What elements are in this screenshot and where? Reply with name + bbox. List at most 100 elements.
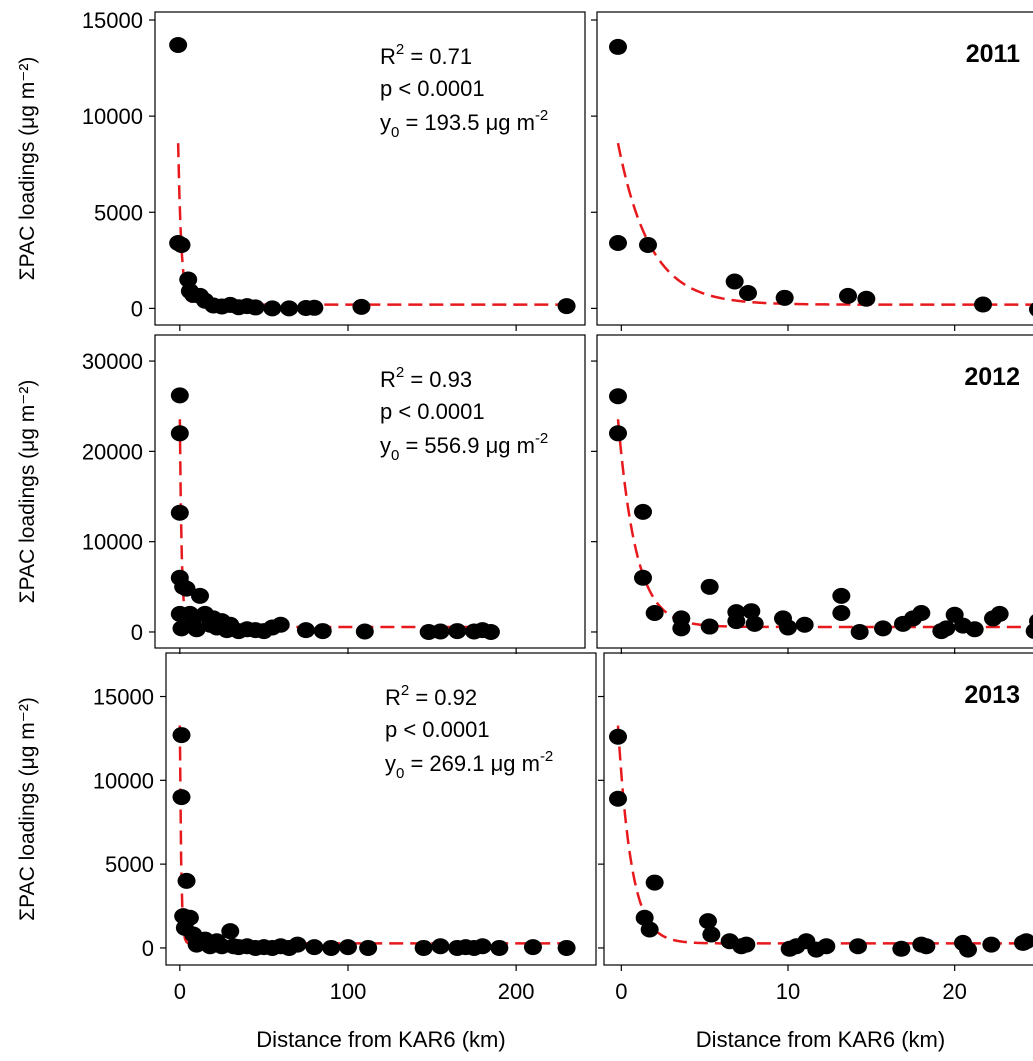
data-point <box>725 273 744 290</box>
data-point <box>965 621 984 638</box>
data-point <box>645 874 664 891</box>
data-point <box>982 936 1001 953</box>
data-point <box>609 235 627 252</box>
panel-frame <box>154 334 586 649</box>
data-point <box>296 622 315 639</box>
y-axis-label: ΣPAC loadings (μg m⁻²) <box>16 697 39 921</box>
data-point <box>305 299 324 316</box>
data-point <box>700 578 719 595</box>
y-tick-label: 5000 <box>94 200 143 225</box>
data-point <box>169 36 188 53</box>
data-point <box>172 236 191 253</box>
data-point <box>857 290 876 307</box>
data-point <box>609 388 627 405</box>
data-point <box>917 938 936 955</box>
data-point <box>355 623 374 640</box>
fit-curve <box>616 725 1033 945</box>
data-point <box>609 425 627 442</box>
points <box>172 727 576 956</box>
data-point <box>737 936 756 953</box>
data-point <box>645 605 664 622</box>
y-tick-label: 15000 <box>93 685 154 710</box>
data-point <box>523 939 542 956</box>
data-point <box>832 587 851 604</box>
year-label: 2011 <box>966 40 1020 68</box>
data-point <box>170 504 189 521</box>
data-point <box>609 790 627 807</box>
r-squared-label: R2 = 0.92 <box>385 682 477 710</box>
data-point <box>190 587 209 604</box>
data-point <box>727 604 746 621</box>
x-axis-label: Distance from KAR6 (km) <box>696 1027 945 1052</box>
data-point <box>322 939 341 956</box>
y-tick-label: 10000 <box>93 768 154 793</box>
y-tick-label: 0 <box>131 620 143 645</box>
data-point <box>172 789 191 806</box>
x-tick-label: 0 <box>174 979 186 1004</box>
data-point <box>742 603 761 620</box>
data-point <box>246 299 265 316</box>
panel-2011-full: 0 5000 10000 15000 ΣPAC loadings (μg m⁻²) R2 … <box>16 8 586 331</box>
y0-label: y0 = 269.1 μg m-2 <box>385 748 553 782</box>
data-point <box>739 285 757 302</box>
y-axis-label: ΣPAC loadings (μg m⁻²) <box>16 380 39 604</box>
y-tick-label: 20000 <box>82 439 143 464</box>
data-point <box>937 620 956 637</box>
data-point <box>700 618 719 635</box>
panel-frame <box>596 11 1033 326</box>
data-point <box>221 923 240 940</box>
p-value-label: p < 0.0001 <box>380 399 485 424</box>
data-point <box>839 287 857 304</box>
points <box>609 388 1033 640</box>
x-tick-label: 0 <box>615 979 627 1004</box>
y-tick-label: 30000 <box>82 349 143 374</box>
data-point <box>702 926 721 943</box>
panel-2013-full: 0 5000 10000 15000 0 100 200 ΣPAC loadings (μg … <box>16 652 597 1052</box>
data-point <box>1025 623 1033 639</box>
points <box>170 387 500 640</box>
panel-2011-zoom: 2011 <box>591 11 1033 331</box>
data-point <box>699 913 717 930</box>
data-point <box>634 503 652 520</box>
data-point <box>170 425 189 442</box>
data-point <box>431 938 450 955</box>
data-point <box>313 623 332 640</box>
y0-label: y0 = 193.5 μg m-2 <box>380 107 548 141</box>
year-label: 2012 <box>964 363 1020 391</box>
panel-2013-zoom: 0 10 20 Distance from KAR6 (km) 2013 <box>598 652 1033 1052</box>
data-point <box>448 623 467 640</box>
points <box>609 728 1033 958</box>
y-tick-label: 10000 <box>82 530 143 555</box>
y-tick-label: 0 <box>142 936 154 961</box>
panel-2012-full: 0 10000 20000 30000 ΣPAC loadings (μg m⁻²) R2… <box>16 334 586 654</box>
data-point <box>634 569 652 586</box>
y-tick-label: 0 <box>131 296 143 321</box>
data-point <box>352 298 371 315</box>
data-point <box>280 300 299 317</box>
data-point <box>170 387 189 404</box>
y-tick-label: 10000 <box>82 104 143 129</box>
data-point <box>481 623 500 640</box>
data-point <box>672 620 691 637</box>
data-point <box>288 936 307 953</box>
data-point <box>414 939 433 956</box>
y-tick-label: 5000 <box>105 852 154 877</box>
fit-curve <box>616 419 1033 629</box>
points <box>169 36 576 317</box>
data-point <box>271 616 290 633</box>
data-point <box>1029 614 1033 628</box>
data-point <box>779 619 797 636</box>
data-point <box>557 298 576 315</box>
panel-2012-zoom: 2012 <box>591 334 1033 654</box>
x-tick-label: 20 <box>942 979 966 1004</box>
data-point <box>170 605 189 622</box>
data-point <box>832 605 851 622</box>
y-tick-label: 15000 <box>82 8 143 33</box>
data-point <box>817 938 836 955</box>
data-point <box>892 940 911 957</box>
data-point <box>609 728 627 745</box>
data-point <box>849 938 867 955</box>
data-point <box>338 939 357 956</box>
data-point <box>850 623 869 640</box>
